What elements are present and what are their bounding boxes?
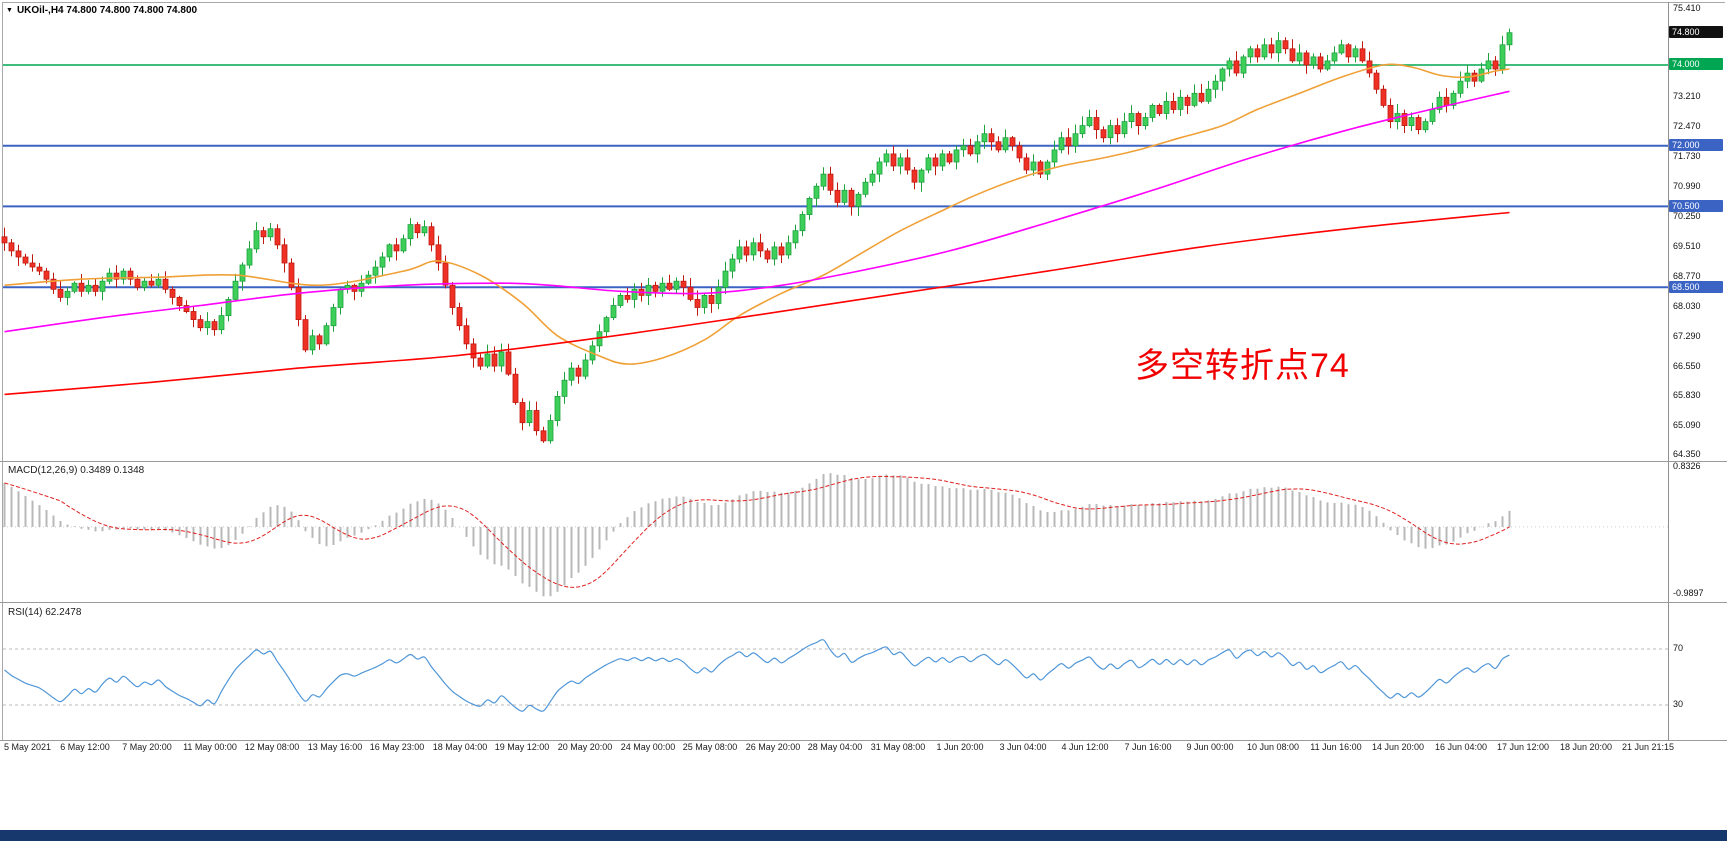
chart-frame-top [2,2,1725,3]
time-tick-label: 10 Jun 08:00 [1246,742,1300,752]
rsi-panel-separator[interactable] [0,602,1727,603]
price-tick-label: 72.470 [1673,121,1701,131]
price-tick-label: 75.410 [1673,3,1701,13]
price-badge-72.000: 72.000 [1669,139,1723,151]
macd-axis-max: 0.8326 [1673,461,1701,471]
price-tick-label: 70.990 [1673,181,1701,191]
horizontal-level-lines[interactable] [3,64,1668,289]
time-tick-label: 25 May 08:00 [682,742,738,752]
time-tick-label: 13 May 16:00 [307,742,363,752]
rsi-chart-canvas[interactable] [0,603,1727,740]
price-badge-74.000: 74.000 [1669,58,1723,70]
rsi-level-label: 70 [1673,643,1684,653]
macd-indicator-label: MACD(12,26,9) 0.3489 0.1348 [8,465,145,476]
price-chart-canvas[interactable] [0,0,1727,461]
price-tick-label: 67.290 [1673,331,1701,341]
price-axis-border [1668,2,1669,740]
time-tick-label: 1 Jun 20:00 [936,742,984,752]
chart-annotation: 多空转折点74 [1135,347,1350,385]
time-tick-label: 12 May 08:00 [244,742,300,752]
macd-signal-line [4,475,1510,588]
time-tick-label: 7 Jun 16:00 [1124,742,1172,752]
macd-chart-canvas[interactable] [0,462,1727,602]
price-tick-label: 65.830 [1673,390,1701,400]
price-tick-label: 68.770 [1673,271,1701,281]
time-tick-label: 6 May 12:00 [60,742,110,752]
time-tick-label: 16 Jun 04:00 [1434,742,1488,752]
time-tick-label: 19 May 12:00 [494,742,550,752]
ema-slow-line [4,211,1510,396]
price-badge-68.500: 68.500 [1669,281,1723,293]
rsi-level-label: 30 [1673,699,1684,709]
ema-mid-line [4,90,1510,333]
rsi-line [4,639,1510,712]
time-tick-label: 20 May 20:00 [557,742,613,752]
rsi-indicator-label: RSI(14) 62.2478 [8,607,82,618]
price-tick-label: 69.510 [1673,241,1701,251]
price-tick-label: 71.730 [1673,151,1701,161]
time-tick-label: 28 May 04:00 [807,742,863,752]
macd-axis-min: -0.9897 [1673,588,1704,598]
time-tick-label: 14 Jun 20:00 [1371,742,1425,752]
time-axis[interactable]: 5 May 2021 6 May 12:00 7 May 20:00 11 May 0… [0,742,1727,757]
time-tick-label: 3 Jun 04:00 [999,742,1047,752]
time-tick-label: 17 Jun 12:00 [1496,742,1550,752]
time-tick-label: 9 Jun 00:00 [1186,742,1234,752]
price-badge-70.500: 70.500 [1669,200,1723,212]
time-tick-label: 18 May 04:00 [432,742,488,752]
ema-fast-line [4,63,1510,365]
macd-panel-separator[interactable] [0,461,1727,462]
bottom-bar [0,830,1727,841]
time-tick-label: 26 May 20:00 [745,742,801,752]
price-tick-label: 65.090 [1673,420,1701,430]
time-tick-label: 11 May 00:00 [183,742,237,752]
price-tick-label: 73.210 [1673,91,1701,101]
price-tick-label: 66.550 [1673,361,1701,371]
symbol-ohlc-readout: UKOil-,H4 74.800 74.800 74.800 74.800 [16,5,198,16]
time-axis-separator [0,740,1727,741]
time-tick-label: 11 Jun 16:00 [1310,742,1362,752]
time-tick-label: 18 Jun 20:00 [1559,742,1613,752]
time-tick-label: 16 May 23:00 [369,742,425,752]
price-tick-label: 68.030 [1673,301,1701,311]
time-tick-label: 24 May 00:00 [620,742,676,752]
time-tick-label: 4 Jun 12:00 [1061,742,1109,752]
time-tick-label: 7 May 20:00 [122,742,172,752]
chart-header: ▼ UKOil-,H4 74.800 74.800 74.800 74.800 [6,5,197,16]
price-tick-label: 70.250 [1673,211,1701,221]
price-badge-74.800: 74.800 [1669,26,1723,38]
time-tick-label: 21 Jun 21:15 [1621,742,1675,752]
collapse-arrow-icon[interactable]: ▼ [6,6,13,14]
macd-histogram [3,473,1511,597]
price-tick-label: 64.350 [1673,449,1701,459]
chart-frame-left [2,2,3,740]
candles-layer [1,28,1513,444]
time-tick-label: 5 May 2021 [4,742,52,752]
time-tick-label: 31 May 08:00 [870,742,926,752]
